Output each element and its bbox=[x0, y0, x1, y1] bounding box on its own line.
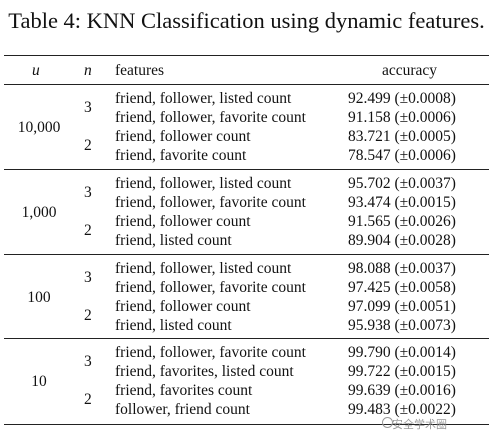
row-accuracy: 98.088 (±0.0037) bbox=[348, 260, 456, 277]
row-n-value: 3 bbox=[84, 184, 92, 201]
row-features: friend, follower, listed count bbox=[115, 175, 292, 192]
row-features: friend, favorite count bbox=[115, 147, 247, 164]
table-caption: Table 4: KNN Classification using dynami… bbox=[8, 8, 485, 33]
header-features: features bbox=[115, 62, 165, 79]
row-n-value: 2 bbox=[84, 391, 92, 408]
row-features: friend, favorites, listed count bbox=[115, 363, 294, 380]
row-accuracy: 99.722 (±0.0015) bbox=[348, 363, 456, 380]
group-rule bbox=[4, 254, 489, 255]
header-n: n bbox=[84, 62, 92, 79]
row-n-value: 3 bbox=[84, 269, 92, 286]
group-u-value: 10,000 bbox=[17, 119, 61, 136]
row-accuracy: 99.483 (±0.0022) bbox=[348, 401, 456, 418]
row-features: friend, follower count bbox=[115, 298, 251, 315]
row-n-value: 3 bbox=[84, 99, 92, 116]
row-n-value: 2 bbox=[84, 222, 92, 239]
row-features: friend, follower, favorite count bbox=[115, 109, 306, 126]
row-accuracy: 92.499 (±0.0008) bbox=[348, 90, 456, 107]
bottom-rule bbox=[4, 424, 489, 426]
row-features: friend, follower count bbox=[115, 213, 251, 230]
top-rule bbox=[4, 55, 489, 57]
row-n-value: 3 bbox=[84, 353, 92, 370]
row-accuracy: 97.099 (±0.0051) bbox=[348, 298, 456, 315]
row-features: friend, favorites count bbox=[115, 382, 253, 399]
row-accuracy: 78.547 (±0.0006) bbox=[348, 147, 456, 164]
row-accuracy: 95.702 (±0.0037) bbox=[348, 175, 456, 192]
row-features: friend, listed count bbox=[115, 317, 232, 334]
row-accuracy: 83.721 (±0.0005) bbox=[348, 128, 456, 145]
row-features: friend, follower, favorite count bbox=[115, 279, 306, 296]
row-features: follower, friend count bbox=[115, 401, 250, 418]
row-features: friend, follower, favorite count bbox=[115, 344, 306, 361]
group-rule bbox=[4, 338, 489, 339]
watermark: 安全学术圈 bbox=[392, 418, 447, 431]
group-u-value: 1,000 bbox=[21, 204, 57, 221]
group-u-value: 10 bbox=[31, 373, 47, 390]
row-accuracy: 93.474 (±0.0015) bbox=[348, 194, 456, 211]
watermark-icon bbox=[382, 417, 393, 428]
row-accuracy: 91.158 (±0.0006) bbox=[348, 109, 456, 126]
row-accuracy: 99.790 (±0.0014) bbox=[348, 344, 456, 361]
row-accuracy: 89.904 (±0.0028) bbox=[348, 232, 456, 249]
header-rule bbox=[4, 84, 489, 86]
row-n-value: 2 bbox=[84, 307, 92, 324]
row-accuracy: 91.565 (±0.0026) bbox=[348, 213, 456, 230]
row-features: friend, follower, listed count bbox=[115, 90, 292, 107]
header-accuracy: accuracy bbox=[382, 62, 438, 79]
row-accuracy: 95.938 (±0.0073) bbox=[348, 317, 456, 334]
row-accuracy: 99.639 (±0.0016) bbox=[348, 382, 456, 399]
row-features: friend, listed count bbox=[115, 232, 232, 249]
row-features: friend, follower, listed count bbox=[115, 260, 292, 277]
row-n-value: 2 bbox=[84, 137, 92, 154]
group-u-value: 100 bbox=[27, 289, 51, 306]
row-accuracy: 97.425 (±0.0058) bbox=[348, 279, 456, 296]
row-features: friend, follower, favorite count bbox=[115, 194, 306, 211]
header-u: u bbox=[32, 62, 40, 79]
group-rule bbox=[4, 169, 489, 170]
row-features: friend, follower count bbox=[115, 128, 251, 145]
